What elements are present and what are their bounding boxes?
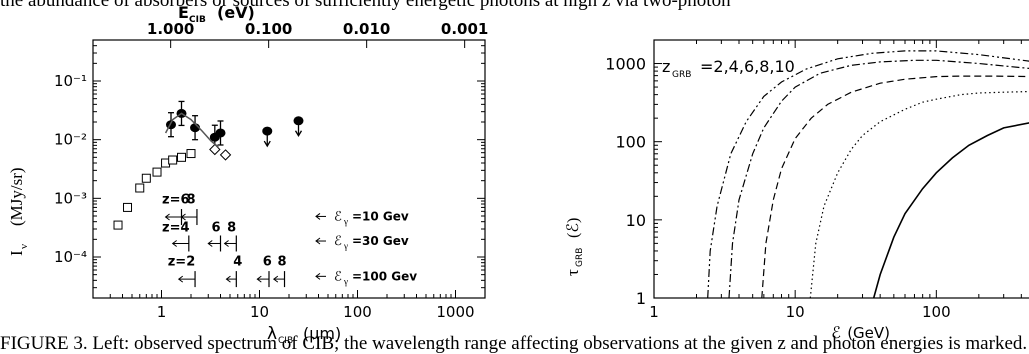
y-tick-label: 10⁻² bbox=[54, 131, 87, 149]
x-axis-label-unit: (GeV) bbox=[847, 324, 890, 342]
energy-symbol: ℰ bbox=[334, 268, 342, 283]
y-axis-label-unit: (MJy/sr) bbox=[7, 167, 26, 226]
x-axis-label: ℰ bbox=[831, 325, 841, 342]
data-point-square bbox=[141, 173, 151, 183]
energy-symbol-sub: γ bbox=[343, 216, 348, 226]
data-point-diamond bbox=[219, 149, 232, 161]
range-arrow bbox=[180, 213, 186, 221]
y-tick-label: 10 bbox=[626, 211, 646, 230]
y-tick-label: 1 bbox=[636, 289, 646, 308]
y-axis-label-arg: (ℰ) bbox=[565, 218, 582, 238]
top-axis-label-sub: CIB bbox=[189, 15, 206, 25]
range-arrow bbox=[272, 275, 279, 283]
data-point-square bbox=[123, 202, 133, 212]
data-point-square bbox=[113, 220, 123, 230]
x-tick-label: 1 bbox=[157, 303, 167, 321]
y-axis-label: τ bbox=[563, 269, 582, 276]
upper-limit-arrow bbox=[294, 130, 303, 138]
redshift-label: z=4 bbox=[162, 221, 190, 236]
energy-symbol-sub: γ bbox=[343, 276, 348, 286]
range-arrow bbox=[225, 275, 231, 283]
data-point-square bbox=[186, 149, 196, 159]
range-arrow bbox=[256, 275, 262, 283]
data-point-filled bbox=[215, 128, 226, 138]
redshift-label: 8 bbox=[278, 254, 287, 269]
range-arrow bbox=[177, 275, 184, 283]
data-point-upper-limit bbox=[262, 126, 273, 136]
y-tick-label: 1000 bbox=[605, 55, 646, 74]
range-arrow bbox=[164, 213, 170, 221]
data-point-square bbox=[135, 183, 145, 193]
top-tick-label: 0.100 bbox=[245, 20, 292, 38]
tau-curve-dotted bbox=[809, 90, 1029, 298]
energy-label: =10 Gev bbox=[352, 209, 409, 223]
redshift-label: 6 bbox=[211, 221, 220, 236]
data-point-square bbox=[177, 152, 187, 162]
y-axis-label-sub: ν bbox=[18, 244, 30, 249]
x-tick-label: 10 bbox=[786, 303, 805, 321]
redshift-label: z=2 bbox=[168, 254, 196, 269]
range-arrow bbox=[223, 240, 229, 247]
plot-frame bbox=[92, 39, 486, 299]
data-point-square bbox=[152, 167, 162, 177]
energy-arrow-head bbox=[315, 272, 321, 280]
y-axis-label-group: Iν (MJy/sr) bbox=[7, 167, 30, 256]
data-point-square bbox=[168, 155, 178, 165]
x-tick-label: 10 bbox=[250, 303, 269, 321]
data-point-upper-limit bbox=[293, 116, 304, 126]
caption-text-line: FIGURE 3. Left: observed spectrum of CIB… bbox=[0, 334, 1029, 354]
x-axis-label-unit: (μm) bbox=[303, 324, 341, 343]
legend-text: =2,4,6,8,10 bbox=[700, 57, 795, 76]
x-tick-label: 100 bbox=[922, 303, 951, 321]
top-text-line: the abundance of absorbers or sources of… bbox=[0, 0, 731, 11]
range-arrow bbox=[171, 240, 177, 247]
legend-symbol-sub: GRB bbox=[672, 70, 691, 80]
energy-label: =100 Gev bbox=[352, 269, 417, 283]
x-tick-label: 1 bbox=[649, 303, 659, 321]
energy-symbol-sub: γ bbox=[343, 241, 348, 251]
energy-arrow-head bbox=[315, 213, 321, 220]
top-tick-label: 0.001 bbox=[441, 20, 488, 38]
tau-curve-solid bbox=[872, 122, 1029, 298]
y-axis-label-sub: GRB bbox=[575, 248, 585, 267]
x-tick-label: 1000 bbox=[436, 303, 474, 321]
x-axis-label: λ bbox=[267, 324, 277, 344]
plot-frame bbox=[653, 39, 1029, 299]
x-axis-label-sub: CIB bbox=[278, 336, 293, 346]
y-tick-label: 10⁻⁴ bbox=[54, 248, 87, 266]
tau-curve-dashdot bbox=[728, 59, 1029, 298]
data-point-diamond bbox=[209, 143, 221, 156]
tau-curve-dashed bbox=[761, 75, 1029, 298]
top-tick-label: 1.000 bbox=[147, 20, 194, 38]
energy-symbol: ℰ bbox=[334, 208, 342, 223]
model-curve bbox=[164, 112, 219, 148]
redshift-label: 4 bbox=[233, 254, 242, 269]
x-tick-label: 100 bbox=[343, 303, 372, 321]
y-tick-label: 10⁻³ bbox=[54, 189, 87, 207]
redshift-label: 8 bbox=[227, 221, 236, 236]
upper-limit-arrow bbox=[263, 140, 271, 148]
redshift-label: 6 bbox=[263, 254, 272, 269]
top-axis-label: E bbox=[178, 3, 189, 22]
redshift-label: 8 bbox=[186, 192, 195, 207]
top-tick-label: 0.010 bbox=[343, 20, 390, 38]
energy-symbol: ℰ bbox=[334, 233, 342, 248]
energy-arrow-head bbox=[315, 237, 321, 245]
top-axis-label-unit: (eV) bbox=[217, 3, 255, 22]
energy-label: =30 Gev bbox=[352, 234, 409, 248]
range-arrow bbox=[207, 240, 213, 247]
cib-spectrum-chart: 1.000 0.100 0.010 0.001 1 10 100 1000 10⁻¹ 10⁻² 10… bbox=[7, 3, 488, 346]
redshift-label: z=6 bbox=[162, 192, 190, 207]
y-axis-label-group: τ GRB (ℰ) bbox=[563, 218, 585, 276]
legend-symbol: z bbox=[662, 57, 670, 76]
y-tick-label: 10⁻¹ bbox=[54, 72, 87, 90]
y-tick-label: 100 bbox=[615, 133, 646, 152]
y-axis-label: I bbox=[7, 250, 26, 256]
tau-curve-dashdotdot bbox=[707, 50, 1029, 298]
